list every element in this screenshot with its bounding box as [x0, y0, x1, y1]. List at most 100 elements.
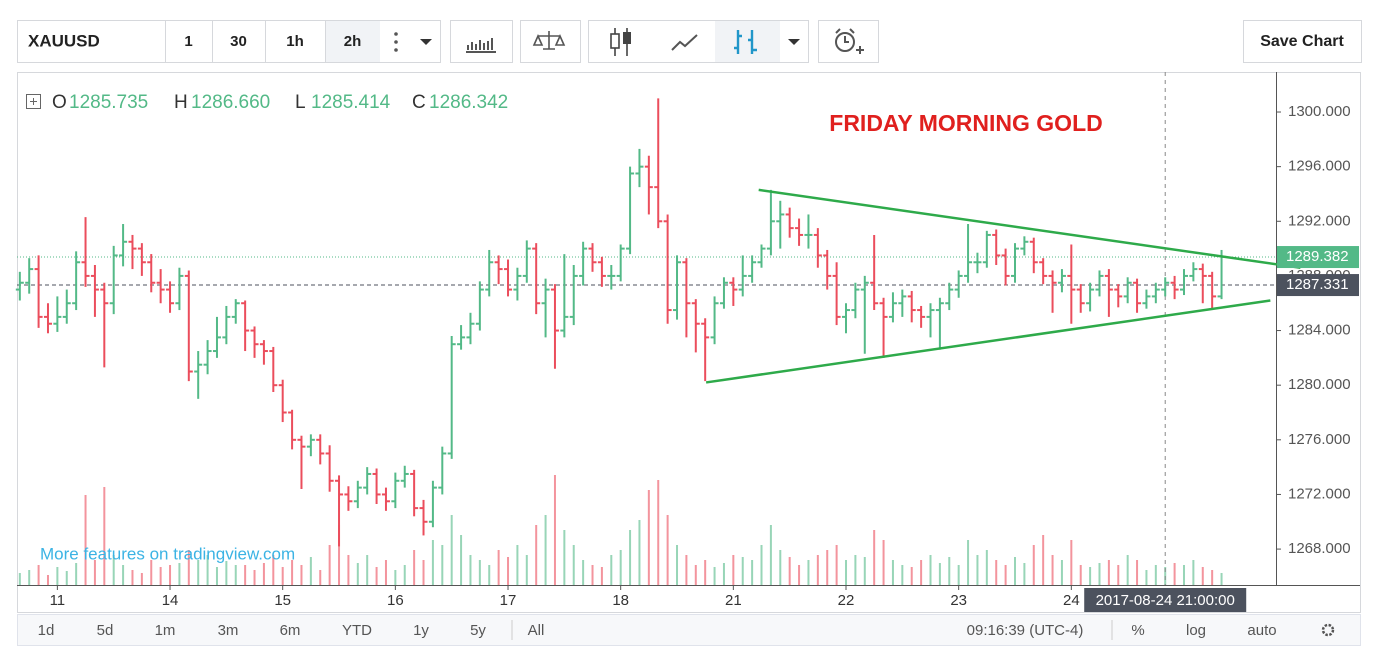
- readout-icon: [26, 94, 41, 109]
- volume-bar: [169, 565, 172, 585]
- volume-bar: [65, 571, 68, 585]
- x-tick-label: 24: [1063, 592, 1080, 609]
- volume-bar: [938, 563, 941, 585]
- volume-bar: [873, 530, 876, 585]
- x-tick-label: 22: [838, 592, 855, 609]
- volume-bar: [225, 561, 228, 585]
- volume-bar: [122, 565, 125, 585]
- volume-bar: [835, 545, 838, 585]
- crosshair-label: 2017-08-24 21:00:00: [1096, 592, 1235, 609]
- interval[interactable]: 1h: [286, 33, 304, 50]
- x-tick-label: 16: [387, 592, 404, 609]
- volume-bar: [957, 565, 960, 585]
- volume-bar: [751, 560, 754, 585]
- volume-bar: [422, 560, 425, 585]
- readout-name: L: [295, 92, 306, 113]
- icon: [623, 32, 631, 44]
- volume-bar: [779, 550, 782, 585]
- x-tick-label: 23: [950, 592, 967, 609]
- volume-bar: [1211, 570, 1214, 585]
- volume-bar: [525, 555, 528, 585]
- volume-bar: [28, 570, 31, 585]
- volume-bar: [450, 515, 453, 585]
- volume-bar: [619, 550, 622, 585]
- range-button[interactable]: 6m: [280, 622, 301, 639]
- range-button[interactable]: 1m: [155, 622, 176, 639]
- save-button[interactable]: [1243, 20, 1362, 63]
- trendline: [758, 188, 1301, 269]
- volume-bar: [187, 550, 190, 585]
- volume-bar: [338, 525, 341, 585]
- volume-bar: [206, 555, 209, 585]
- readout-value: 1286.342: [429, 92, 508, 113]
- icon: [394, 40, 398, 44]
- range-button[interactable]: 5y: [470, 622, 486, 639]
- scale-option[interactable]: auto: [1247, 622, 1276, 639]
- volume-bar: [431, 540, 434, 585]
- volume-bar: [732, 555, 735, 585]
- volume-bar: [600, 567, 603, 585]
- range-button[interactable]: YTD: [342, 622, 372, 639]
- compare-button[interactable]: [520, 20, 581, 63]
- volume-bar: [394, 570, 397, 585]
- icon: [835, 32, 855, 52]
- volume-bar: [985, 550, 988, 585]
- active-style-bg: [715, 21, 780, 62]
- indicators-button[interactable]: [450, 20, 513, 63]
- dropdown-arrow[interactable]: [788, 39, 800, 45]
- volume-bar: [845, 560, 848, 585]
- volume-bar: [591, 565, 594, 585]
- scale-option[interactable]: %: [1131, 622, 1144, 639]
- volume-bar: [1126, 555, 1129, 585]
- dropdown-arrow[interactable]: [420, 39, 432, 45]
- volume-bar: [1042, 535, 1045, 585]
- volume-bar: [384, 560, 387, 585]
- volume-bar: [995, 560, 998, 585]
- price-label-bg: [1277, 246, 1359, 269]
- volume-bar: [891, 560, 894, 585]
- volume-bar: [544, 515, 547, 585]
- range-button[interactable]: 1y: [413, 622, 429, 639]
- volume-bar: [1136, 560, 1139, 585]
- volume-bar: [84, 495, 87, 585]
- save-label[interactable]: Save Chart: [1260, 33, 1344, 50]
- volume-bar: [1107, 560, 1110, 585]
- icon[interactable]: [394, 32, 398, 36]
- interval[interactable]: 1: [184, 33, 192, 50]
- volume-bar: [507, 557, 510, 585]
- volume-bar: [807, 560, 810, 585]
- volume-bar: [300, 565, 303, 585]
- icon[interactable]: [734, 30, 757, 54]
- volume-bar: [1023, 563, 1026, 585]
- symbol[interactable]: XAUUSD: [28, 31, 100, 50]
- volume-bar: [920, 560, 923, 585]
- range-button[interactable]: 5d: [97, 622, 114, 639]
- volume-bar: [18, 573, 21, 585]
- range-button[interactable]: All: [528, 622, 545, 639]
- settings-icon[interactable]: [1321, 623, 1335, 637]
- y-tick-label: 1284.000: [1288, 322, 1351, 339]
- active-interval-bg: [325, 21, 380, 62]
- volume-bar: [272, 555, 275, 585]
- interval[interactable]: 2h: [344, 33, 362, 50]
- range-button[interactable]: 3m: [218, 622, 239, 639]
- volume-bar: [159, 567, 162, 585]
- volume-bar: [1079, 565, 1082, 585]
- volume-bar: [178, 563, 181, 585]
- scale-option[interactable]: log: [1186, 622, 1206, 639]
- volume-bar: [929, 555, 932, 585]
- volume-bar: [478, 560, 481, 585]
- interval[interactable]: 30: [230, 33, 247, 50]
- volume-bar: [722, 563, 725, 585]
- readout-icon: [30, 98, 37, 105]
- icon[interactable]: [671, 34, 698, 51]
- x-tick-label: 15: [274, 592, 291, 609]
- watermark[interactable]: More features on tradingview.com: [40, 544, 295, 563]
- volume-bar: [215, 567, 218, 585]
- y-tick-label: 1300.000: [1288, 103, 1351, 120]
- volume-bar: [1220, 573, 1223, 585]
- y-tick-label: 1280.000: [1288, 376, 1351, 393]
- volume-bar: [1201, 567, 1204, 585]
- range-button[interactable]: 1d: [38, 622, 55, 639]
- volume-bar: [882, 540, 885, 585]
